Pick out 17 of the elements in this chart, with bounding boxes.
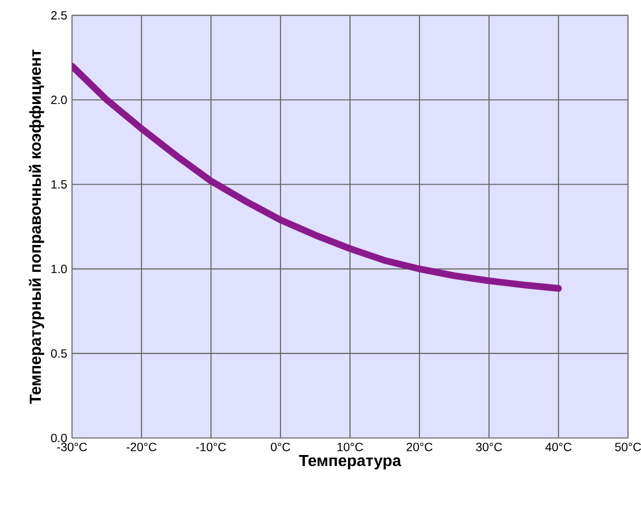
x-tick-label: 50°C: [615, 442, 641, 452]
x-tick-label: 40°C: [545, 442, 572, 452]
x-tick-label: -10°C: [196, 442, 226, 452]
x-tick-label: 30°C: [476, 442, 502, 452]
y-axis-title: Температурный поправочный коэффициент: [28, 50, 44, 404]
x-axis-title: Температура: [299, 455, 402, 470]
x-tick-label: -30°C: [57, 442, 87, 452]
y-tick-label: 1.0: [52, 264, 67, 274]
y-tick-label: 2.0: [51, 96, 67, 104]
x-tick-label: 10°C: [338, 442, 363, 452]
x-tick-label: -20°C: [126, 442, 156, 452]
y-tick-label: 2.5: [51, 11, 67, 20]
y-tick-label: 0.0: [51, 434, 67, 442]
y-tick-label: 1.5: [52, 180, 67, 189]
x-tick-label: 0°C: [270, 442, 290, 452]
x-tick-label: 20°C: [406, 442, 432, 452]
y-tick-label: 0.5: [51, 349, 67, 358]
